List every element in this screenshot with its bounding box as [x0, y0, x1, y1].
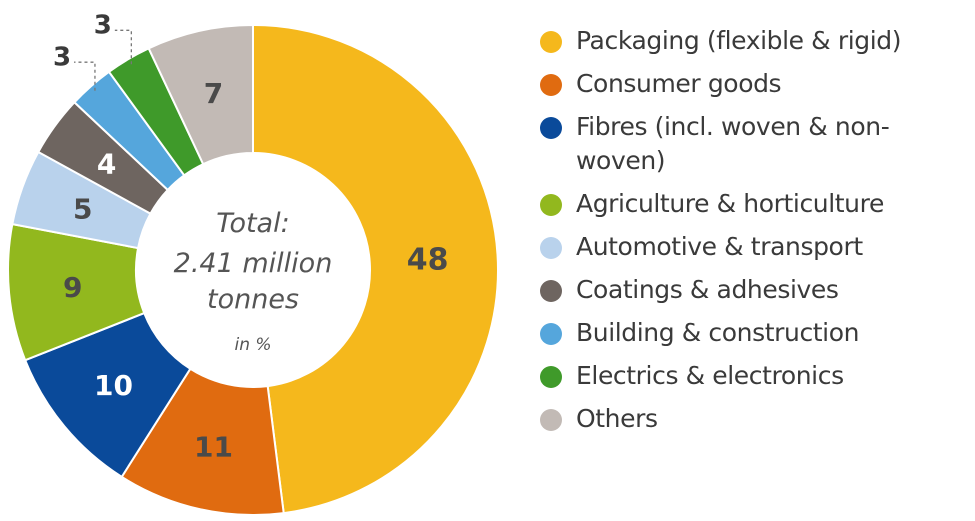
legend-label: Fibres (incl. woven & non-woven) [576, 112, 890, 175]
data-label-4: 5 [73, 192, 92, 225]
legend-swatch [540, 194, 562, 216]
legend-item-0: Packaging (flexible & rigid) [540, 24, 970, 58]
legend-label: Automotive & transport [576, 232, 863, 261]
legend-label: Others [576, 404, 658, 433]
data-label-6: 3 [53, 42, 71, 72]
legend-item-8: Others [540, 402, 970, 436]
legend-item-5: Coatings & adhesives [540, 273, 970, 307]
legend-item-7: Electrics & electronics [540, 359, 970, 393]
data-label-3: 9 [63, 271, 82, 304]
legend-swatch [540, 237, 562, 259]
legend-item-2: Fibres (incl. woven & non-woven) [540, 110, 970, 178]
legend-label: Agriculture & horticulture [576, 189, 884, 218]
slice-0 [252, 23, 499, 515]
legend-swatch [540, 74, 562, 96]
legend-label: Building & construction [576, 318, 860, 347]
center-total: 2.41 million [174, 248, 333, 279]
chart-legend: Packaging (flexible & rigid) Consumer goo… [540, 24, 970, 445]
data-label-2: 10 [94, 369, 133, 402]
callout-line-7 [114, 29, 132, 65]
data-label-1: 11 [194, 430, 233, 463]
data-label-7: 3 [94, 10, 112, 40]
center-unit-tonnes: tonnes [207, 284, 299, 315]
legend-swatch [540, 409, 562, 431]
data-label-8: 7 [204, 77, 223, 110]
legend-label: Electrics & electronics [576, 361, 844, 390]
legend-swatch [540, 366, 562, 388]
legend-swatch [540, 31, 562, 53]
legend-label: Coatings & adhesives [576, 275, 839, 304]
legend-item-3: Agriculture & horticulture [540, 187, 970, 221]
center-title: Total: [216, 208, 289, 239]
legend-swatch [540, 323, 562, 345]
legend-swatch [540, 117, 562, 139]
data-label-0: 48 [407, 243, 449, 278]
legend-item-1: Consumer goods [540, 67, 970, 101]
center-unit-percent: in % [234, 335, 271, 355]
legend-label: Packaging (flexible & rigid) [576, 26, 902, 55]
callout-line-6 [74, 61, 96, 91]
legend-item-6: Building & construction [540, 316, 970, 350]
legend-label: Consumer goods [576, 69, 782, 98]
legend-swatch [540, 280, 562, 302]
legend-item-4: Automotive & transport [540, 230, 970, 264]
data-label-5: 4 [97, 147, 116, 180]
slice-8 [147, 23, 254, 166]
